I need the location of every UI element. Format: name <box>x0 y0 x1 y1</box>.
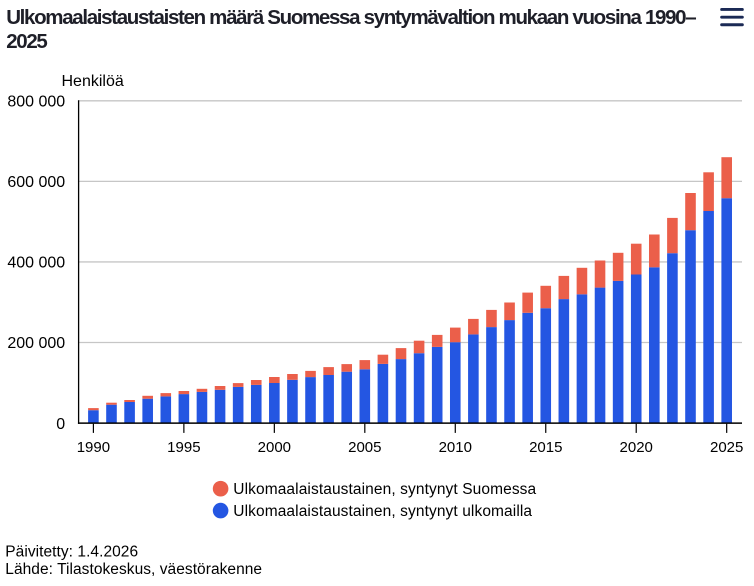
svg-text:2025: 2025 <box>710 439 743 456</box>
svg-text:2010: 2010 <box>439 439 472 456</box>
svg-text:400 000: 400 000 <box>7 255 65 272</box>
svg-text:2020: 2020 <box>620 439 653 456</box>
svg-text:2005: 2005 <box>348 439 381 456</box>
svg-text:2015: 2015 <box>529 439 562 456</box>
svg-text:600 000: 600 000 <box>7 174 65 191</box>
svg-text:200 000: 200 000 <box>7 335 65 352</box>
svg-text:Päivitetty: 1.4.2026: Päivitetty: 1.4.2026 <box>5 543 138 560</box>
svg-text:1990: 1990 <box>77 439 110 456</box>
svg-text:0: 0 <box>56 416 65 433</box>
svg-text:Lähde: Tilastokeskus, väestöra: Lähde: Tilastokeskus, väestörakenne <box>5 561 262 578</box>
svg-text:Ulkomaalaistaustainen, syntyny: Ulkomaalaistaustainen, syntynyt Suomessa <box>233 481 536 498</box>
svg-text:Ulkomaalaistaustainen, syntyny: Ulkomaalaistaustainen, syntynyt ulkomail… <box>233 503 532 520</box>
svg-text:2000: 2000 <box>258 439 291 456</box>
svg-text:800 000: 800 000 <box>7 94 65 111</box>
svg-text:Henkilöä: Henkilöä <box>62 73 124 90</box>
svg-text:1995: 1995 <box>167 439 200 456</box>
